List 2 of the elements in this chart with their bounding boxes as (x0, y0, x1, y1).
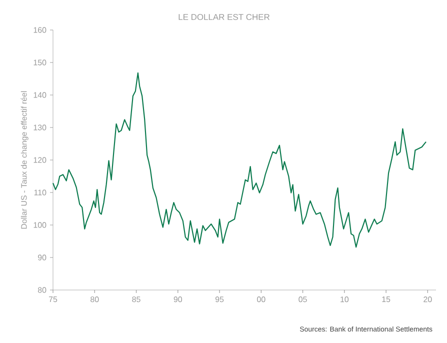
line-series (52, 72, 427, 248)
chart-title: LE DOLLAR EST CHER (178, 14, 270, 20)
